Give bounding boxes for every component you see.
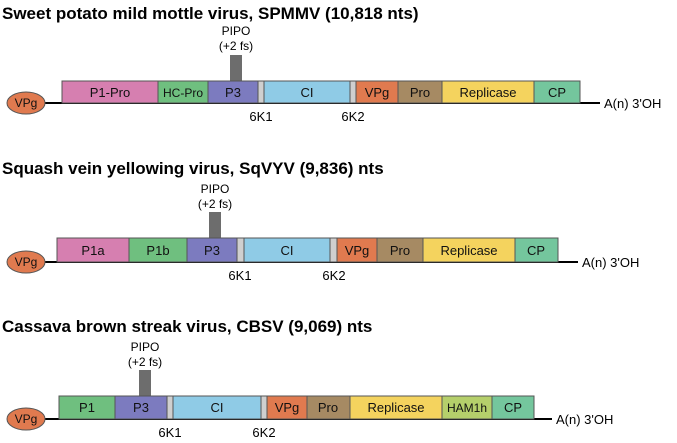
segment-label: P1b [146, 243, 169, 258]
segment-label: P3 [225, 85, 241, 100]
pipo-frameshift-label: (+2 fs) [128, 355, 162, 369]
segment-ci [243, 237, 331, 263]
genome-title: Squash vein yellowing virus, SqVYV (9,83… [2, 159, 384, 178]
vpg-cap [6, 91, 46, 115]
vpg-cap [6, 407, 46, 431]
segment-label: CI [281, 243, 294, 258]
segment-label: HAM1h [447, 401, 487, 415]
poly-a-tail-label: A(n) 3'OH [556, 412, 613, 427]
segment-6k2 [260, 395, 268, 420]
segment-6k2 [349, 80, 357, 104]
segment-label: P3 [133, 400, 149, 415]
segment-6k1 [257, 80, 265, 104]
pipo-bar [139, 370, 151, 397]
segment-cp [514, 237, 559, 263]
pipo-frameshift-label: (+2 fs) [219, 39, 253, 53]
segment-label: VPg [345, 243, 370, 258]
segment-cp [533, 80, 581, 104]
vpg-cap [6, 250, 46, 274]
junction-6k2-label: 6K2 [322, 268, 345, 283]
segment-replicase [422, 237, 516, 263]
pipo-label: PIPO [222, 24, 251, 38]
segment-label: Replicase [367, 400, 424, 415]
segment-6k2 [329, 237, 338, 263]
segment-6k1 [166, 395, 174, 420]
segment-label: VPg [275, 400, 300, 415]
segment-label: Pro [318, 400, 338, 415]
poly-a-tail-label: A(n) 3'OH [582, 255, 639, 270]
poly-a-tail-label: A(n) 3'OH [604, 96, 661, 111]
segment-label: Replicase [440, 243, 497, 258]
segment-label: CI [211, 400, 224, 415]
segment-label: P3 [204, 243, 220, 258]
junction-6k2-label: 6K2 [252, 425, 275, 440]
genome-sqvyv: Squash vein yellowing virus, SqVYV (9,83… [2, 159, 639, 283]
vpg-cap-label: VPg [15, 96, 38, 110]
genome-title: Sweet potato mild mottle virus, SPMMV (1… [2, 4, 419, 23]
vpg-cap-label: VPg [15, 255, 38, 269]
segment-label: CP [548, 85, 566, 100]
segment-label: Replicase [459, 85, 516, 100]
segment-label: P1a [81, 243, 105, 258]
segment-label: Pro [410, 85, 430, 100]
segment-label: CP [527, 243, 545, 258]
genome-cbsv: Cassava brown streak virus, CBSV (9,069)… [2, 317, 613, 440]
pipo-frameshift-label: (+2 fs) [198, 197, 232, 211]
genome-spmmv: Sweet potato mild mottle virus, SPMMV (1… [2, 4, 661, 124]
segment-p3 [186, 237, 238, 263]
vpg-cap-label: VPg [15, 412, 38, 426]
segment-p1b [128, 237, 188, 263]
pipo-label: PIPO [201, 182, 230, 196]
segment-pro [376, 237, 424, 263]
segment-label: HC-Pro [163, 86, 203, 100]
segment-label: VPg [365, 85, 390, 100]
junction-6k1-label: 6K1 [228, 268, 251, 283]
segment-vpg [336, 237, 378, 263]
pipo-bar [209, 212, 221, 238]
segment-cp [491, 395, 535, 420]
junction-6k1-label: 6K1 [249, 109, 272, 124]
segment-label: P1-Pro [90, 85, 130, 100]
junction-6k1-label: 6K1 [158, 425, 181, 440]
segment-label: CP [504, 400, 522, 415]
pipo-label: PIPO [131, 340, 160, 354]
segment-label: Pro [390, 243, 410, 258]
segment-label: P1 [79, 400, 95, 415]
junction-6k2-label: 6K2 [341, 109, 364, 124]
pipo-bar [230, 55, 242, 82]
segment-6k1 [236, 237, 245, 263]
segment-label: CI [301, 85, 314, 100]
genome-title: Cassava brown streak virus, CBSV (9,069)… [2, 317, 372, 336]
